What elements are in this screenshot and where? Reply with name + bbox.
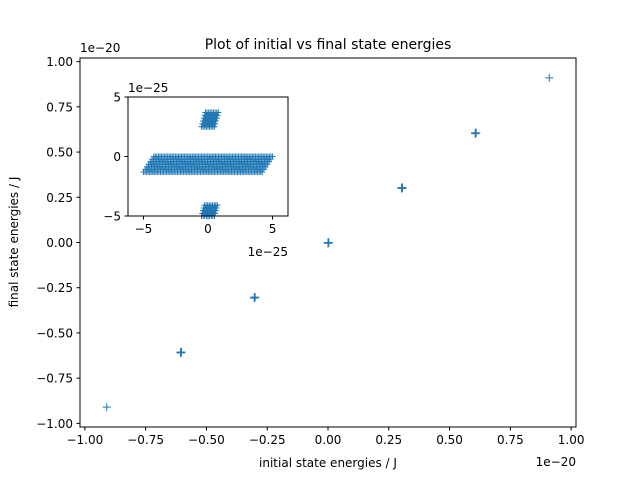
inset-data-point [215, 109, 222, 116]
x-tick-label: −1.00 [66, 433, 103, 447]
inset-y-axis-multiplier: 1e−25 [128, 81, 168, 95]
main-plot-area: −1.00 −0.75 −0.50 −0.25 0.00 0.25 0.50 0.75 1.00… [36, 55, 584, 447]
x-tick-label: −0.25 [249, 433, 286, 447]
x-tick-label: 1.00 [558, 433, 585, 447]
inset-y-tick-label: −5 [103, 210, 121, 224]
x-tick-label: −0.50 [188, 433, 225, 447]
y-tick-label: −0.50 [36, 326, 73, 340]
y-tick-label: −0.75 [36, 372, 73, 386]
inset-x-tick-label: −5 [135, 222, 153, 236]
data-point [471, 129, 480, 138]
y-axis-multiplier: 1e−20 [80, 41, 120, 55]
data-point [176, 348, 185, 358]
axes-frame [79, 57, 577, 428]
inset-x-axis-multiplier: 1e−25 [248, 245, 288, 259]
inset-axes-frame [127, 96, 289, 217]
data-point [471, 128, 481, 138]
inset-plot-area: −5 0 5 −5 0 5 [103, 91, 289, 236]
y-tick-label: 0.25 [46, 191, 73, 205]
inset-x-tick-label: 5 [269, 222, 277, 236]
y-axis-label: final state energies / J [7, 177, 21, 308]
x-axis-multiplier: 1e−20 [536, 455, 576, 469]
y-tick-label: 0.50 [46, 146, 73, 160]
data-point [398, 183, 407, 192]
x-tick-label: 0.75 [497, 433, 524, 447]
data-point [250, 293, 259, 303]
y-tick-label: 0.00 [46, 236, 73, 250]
data-point [324, 238, 333, 247]
y-tick-label: 1.00 [46, 55, 73, 69]
data-point [177, 347, 186, 357]
inset-data-point [214, 202, 221, 209]
data-point [250, 293, 260, 302]
x-tick-label: 0.00 [315, 433, 342, 447]
data-point [102, 403, 111, 412]
y-tick-label: −0.25 [36, 281, 73, 295]
data-point [545, 73, 554, 82]
inset-data-point [269, 153, 276, 160]
inset-y-tick-label: 0 [113, 150, 121, 164]
y-tick-label: 0.75 [46, 100, 73, 114]
x-tick-label: −0.75 [127, 433, 164, 447]
x-tick-label: 0.50 [436, 433, 463, 447]
data-point [323, 239, 333, 248]
y-tick-label: −1.00 [36, 417, 73, 431]
x-axis-label: initial state energies / J [259, 456, 397, 470]
chart-title: Plot of initial vs final state energies [205, 37, 452, 53]
x-tick-label: 0.25 [375, 433, 402, 447]
data-point [397, 184, 406, 193]
inset-x-tick-label: 0 [204, 222, 212, 236]
inset-y-tick-label: 5 [113, 91, 121, 105]
